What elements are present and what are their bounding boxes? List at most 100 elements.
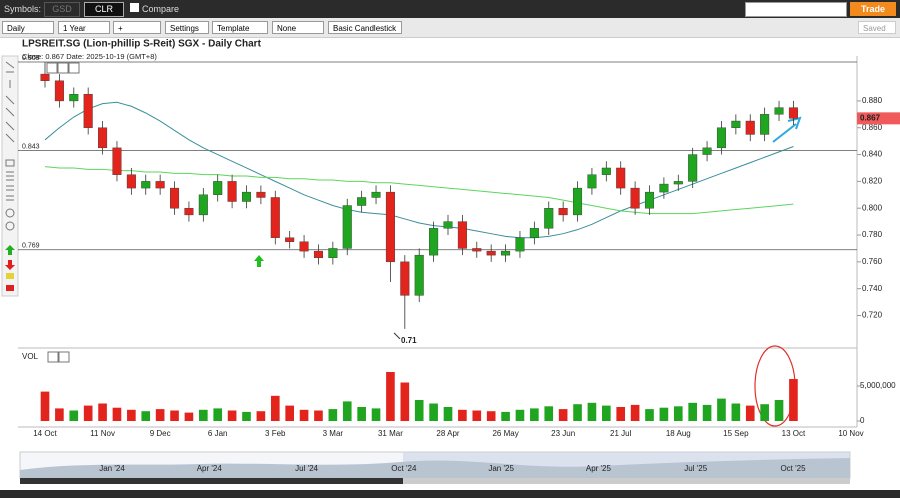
candle-body	[515, 237, 525, 252]
candle-body	[357, 197, 367, 206]
template-select[interactable]: Template	[212, 21, 268, 34]
chart-title: LPSREIT.SG (Lion-phillip S-Reit) SGX - D…	[22, 39, 262, 50]
interval-select[interactable]: Daily	[2, 21, 54, 34]
volume-bar	[112, 407, 122, 421]
volume-bar	[314, 410, 323, 421]
volume-bar	[630, 404, 640, 421]
last-price-box	[857, 112, 900, 125]
candle-body	[587, 174, 597, 189]
saved-button[interactable]: Saved	[858, 21, 896, 34]
candle-body	[630, 187, 640, 209]
candle-body	[328, 248, 338, 259]
x-tick-label: 31 Mar	[378, 429, 403, 438]
volume-bar	[501, 411, 510, 421]
candle-body	[126, 174, 136, 189]
compare-checkbox[interactable]	[130, 3, 139, 12]
candle-body	[98, 127, 108, 149]
candle-body	[760, 114, 770, 135]
volume-bar	[673, 406, 683, 421]
sell-icon[interactable]	[5, 260, 15, 270]
volume-bar	[299, 409, 309, 421]
level-label: 0.909	[22, 55, 40, 62]
navigator-label: Apr '25	[586, 464, 612, 473]
compare-label[interactable]: Compare	[142, 4, 180, 14]
volume-bar	[789, 379, 798, 421]
candle-body	[299, 241, 309, 252]
indicators-button[interactable]: + Indicators	[113, 21, 161, 46]
x-tick-label: 10 Nov	[838, 429, 863, 438]
scrollbar[interactable]	[20, 478, 850, 484]
pane-buttons[interactable]	[46, 62, 80, 74]
candle-body	[141, 181, 151, 189]
level-label: 0.769	[22, 243, 40, 250]
candle-body	[486, 250, 496, 256]
scrollbar-track	[20, 478, 403, 484]
search-input[interactable]	[745, 2, 847, 17]
low-label: 0.71	[401, 336, 417, 345]
x-tick-label: 15 Sep	[723, 429, 749, 438]
volume-bar	[760, 404, 769, 421]
candle-body	[544, 208, 554, 229]
navigator-area	[20, 458, 850, 478]
chart-subtitle: Close: 0.867 Date: 2025-10-19 (GMT+8)	[22, 52, 157, 61]
x-tick-label: 28 Apr	[436, 429, 459, 438]
volume-bar	[242, 411, 251, 421]
style-select[interactable]: Basic Candlestick	[328, 21, 402, 34]
footer-bar	[0, 490, 900, 498]
x-tick-label: 11 Nov	[90, 429, 115, 438]
candle-body	[83, 94, 93, 128]
candle-body	[601, 167, 611, 175]
volume-bar	[227, 410, 237, 421]
x-tick-label: 18 Aug	[666, 429, 691, 438]
volume-bar	[702, 404, 712, 421]
volume-bar	[342, 401, 352, 421]
candle-body	[256, 191, 266, 198]
eraser-icon[interactable]	[6, 285, 14, 291]
volume-bar	[357, 407, 366, 421]
volume-bar	[98, 403, 107, 421]
volume-bar	[127, 409, 136, 421]
candle-body	[731, 120, 741, 128]
none-select[interactable]: None	[272, 21, 324, 34]
navigator-label: Oct '24	[391, 464, 417, 473]
candle-body	[371, 191, 381, 198]
x-tick-label: 3 Feb	[265, 429, 286, 438]
moving-average	[44, 166, 794, 215]
candle-body	[285, 237, 295, 242]
toolbar: Daily 1 Year + Indicators Settings Templ…	[0, 18, 900, 46]
tool-icons	[5, 61, 15, 231]
x-tick-label: 9 Dec	[150, 429, 171, 438]
candle-body	[501, 250, 511, 256]
x-tick-label: 13 Oct	[782, 429, 806, 438]
symbol-chip[interactable]: CLR	[84, 2, 124, 17]
volume-label: VOL	[22, 352, 39, 361]
volume-bar	[69, 410, 79, 421]
candle-body	[616, 167, 626, 189]
volume-bar	[155, 409, 165, 421]
candle-body	[472, 248, 482, 252]
y-tick-label: 0.740	[862, 284, 883, 293]
y-tick-label: 0.720	[862, 311, 883, 320]
candle-body	[313, 250, 323, 259]
candle-body	[429, 228, 439, 256]
volume-bar	[515, 409, 525, 421]
trade-button[interactable]: Trade	[850, 2, 896, 16]
buy-icon[interactable]	[5, 245, 15, 255]
candle-body	[688, 154, 698, 182]
volume-bar	[616, 407, 626, 421]
moving-average	[44, 101, 794, 239]
candle-body	[644, 191, 655, 209]
volume-bar	[386, 372, 395, 421]
highlight-icon[interactable]	[6, 273, 14, 279]
candle-body	[774, 107, 784, 115]
candle-body	[529, 228, 539, 238]
pane-buttons[interactable]	[47, 351, 70, 363]
y-tick-label: 0.880	[862, 96, 883, 105]
volume-bar	[184, 412, 194, 421]
symbol-chip[interactable]: GSD	[44, 2, 80, 17]
settings-button[interactable]: Settings	[165, 21, 209, 34]
trend-arrow	[772, 116, 802, 143]
candle-body	[342, 205, 352, 249]
volume-bar	[688, 402, 697, 421]
range-select[interactable]: 1 Year	[58, 21, 110, 34]
